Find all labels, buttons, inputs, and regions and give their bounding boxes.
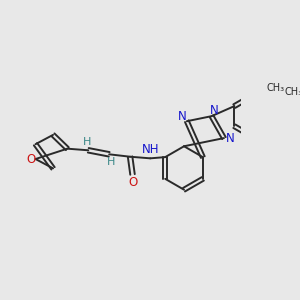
Text: O: O bbox=[129, 176, 138, 189]
Text: CH₃: CH₃ bbox=[266, 83, 284, 93]
Text: N: N bbox=[210, 104, 219, 117]
Text: CH₃: CH₃ bbox=[284, 87, 300, 97]
Text: H: H bbox=[82, 137, 91, 147]
Text: NH: NH bbox=[142, 143, 160, 156]
Text: H: H bbox=[106, 158, 115, 167]
Text: N: N bbox=[178, 110, 187, 123]
Text: O: O bbox=[26, 153, 35, 166]
Text: N: N bbox=[226, 132, 235, 145]
